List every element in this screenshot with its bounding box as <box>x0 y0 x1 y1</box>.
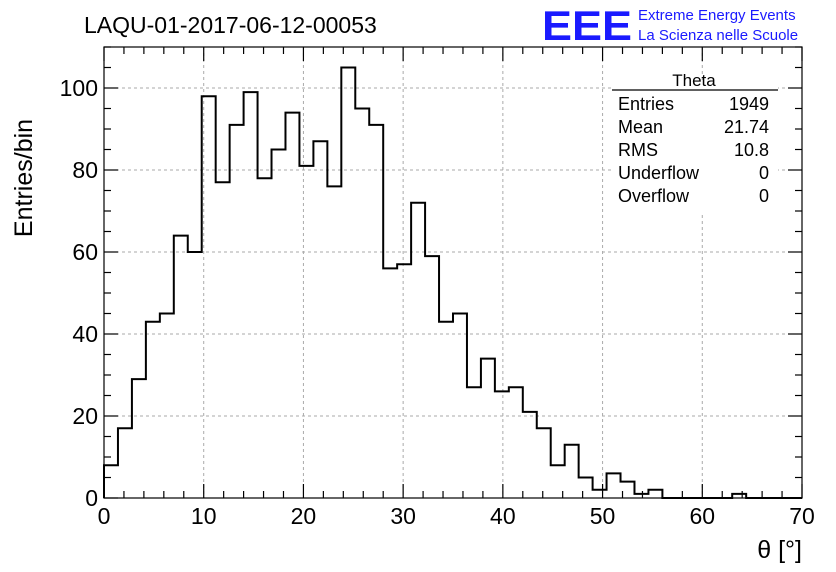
axis-ticks <box>103 46 803 499</box>
stats-box-background <box>612 82 778 212</box>
x-tick-label: 70 <box>789 503 815 529</box>
y-tick-label: 80 <box>72 157 98 183</box>
x-tick-label: 20 <box>291 503 317 529</box>
logo-line-1: Extreme Energy Events <box>638 7 796 24</box>
logo-line-2: La Scienza nelle Scuole <box>638 27 798 44</box>
x-axis-label: θ [°] <box>757 536 802 564</box>
x-tick-label: 30 <box>390 503 416 529</box>
y-axis-label: Entries/bin <box>10 119 38 237</box>
stats-row-value: 1949 <box>729 94 769 114</box>
stats-row-value: 0 <box>759 186 769 206</box>
histogram-series <box>103 66 802 499</box>
histogram-outline <box>103 66 802 499</box>
chart-title: LAQU-01-2017-06-12-00053 <box>84 12 377 38</box>
eee-logo: EEE <box>542 2 632 49</box>
y-tick-labels: 0 20 40 60 80 100 <box>60 75 98 511</box>
y-tick-label: 20 <box>72 403 98 429</box>
x-tick-label: 10 <box>191 503 217 529</box>
y-tick-label: 100 <box>60 75 98 101</box>
x-tick-label: 0 <box>98 503 111 529</box>
stats-box: Theta Entries 1949 Mean 21.74 RMS 10.8 Underfl… <box>612 71 778 212</box>
stats-row-label: RMS <box>618 140 658 160</box>
stats-row-label: Mean <box>618 117 663 137</box>
grid-lines <box>104 47 802 498</box>
stats-row-value: 10.8 <box>734 140 769 160</box>
y-tick-label: 60 <box>72 239 98 265</box>
stats-row-label: Entries <box>618 94 674 114</box>
x-tick-label: 50 <box>590 503 616 529</box>
stats-rows: Entries 1949 Mean 21.74 RMS 10.8 Underflow 0 Ove… <box>618 94 769 206</box>
x-tick-labels: 0 10 20 30 40 50 60 70 <box>98 503 815 529</box>
y-tick-label: 0 <box>85 485 98 511</box>
x-tick-label: 60 <box>689 503 715 529</box>
stats-title: Theta <box>672 71 716 90</box>
x-tick-label: 40 <box>490 503 516 529</box>
stats-row-label: Underflow <box>618 163 700 183</box>
stats-row-value: 0 <box>759 163 769 183</box>
y-tick-label: 40 <box>72 321 98 347</box>
stats-row-label: Overflow <box>618 186 690 206</box>
stats-row-value: 21.74 <box>724 117 769 137</box>
